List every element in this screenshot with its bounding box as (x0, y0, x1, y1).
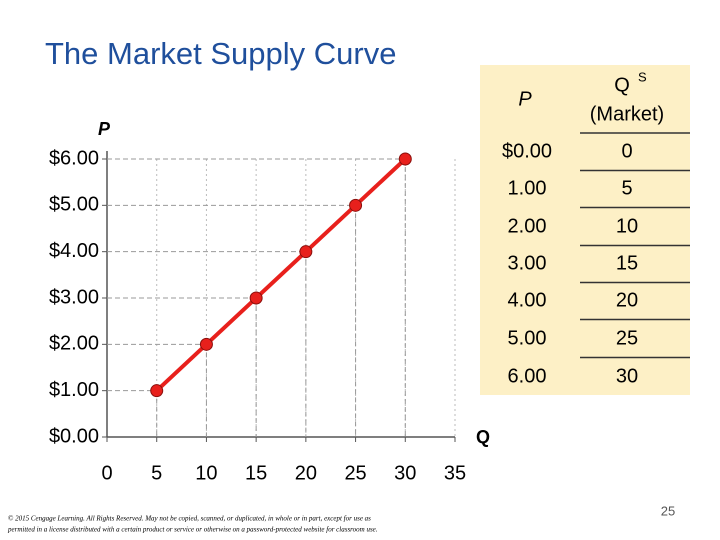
chart-title: The Market Supply Curve (45, 36, 396, 71)
table-cell: 1.00 (508, 177, 547, 199)
x-tick-label: 35 (444, 462, 466, 484)
y-tick-label: $0.00 (49, 425, 99, 447)
table-cell: 30 (616, 365, 638, 387)
table-header: (Market) (590, 103, 664, 125)
table-header: P (518, 88, 532, 110)
x-tick-label: 15 (245, 462, 267, 484)
x-tick-label: 20 (295, 462, 317, 484)
point (249, 291, 263, 305)
y-axis-label: P (98, 119, 111, 139)
point (299, 245, 313, 259)
footer-line: permitted in a license distributed with … (7, 526, 378, 534)
table-cell: 6.00 (508, 365, 547, 387)
table-header-sup: S (638, 69, 647, 84)
x-tick-label: 5 (151, 462, 162, 484)
y-tick-label: $3.00 (49, 286, 99, 308)
footer-line: © 2015 Cengage Learning. All Rights Rese… (8, 515, 371, 523)
supply-line (155, 157, 407, 393)
table-cell: $0.00 (502, 140, 552, 162)
table-background (480, 65, 690, 395)
point (199, 337, 213, 351)
x-tick-label: 30 (394, 462, 416, 484)
x-tick-label: 0 (101, 462, 112, 484)
table-cell: 25 (616, 327, 638, 349)
table-cell: 10 (616, 215, 638, 237)
table-cell: 5 (621, 177, 632, 199)
table-cell: 0 (621, 140, 632, 162)
point (398, 152, 412, 166)
y-tick-label: $2.00 (49, 333, 99, 355)
point (349, 198, 363, 212)
table-cell: 3.00 (508, 252, 547, 274)
y-tick-label: $4.00 (49, 240, 99, 262)
y-tick-label: $1.00 (49, 379, 99, 401)
point (150, 384, 164, 398)
y-tick-label: $5.00 (49, 194, 99, 216)
table-cell: 2.00 (508, 215, 547, 237)
x-axis-label: Q (476, 427, 490, 447)
table-header: Q (614, 74, 630, 96)
table-cell: 20 (616, 289, 638, 311)
x-tick-label: 25 (344, 462, 366, 484)
table-cell: 15 (616, 252, 638, 274)
y-tick-label: $6.00 (49, 147, 99, 169)
page-number: 25 (661, 503, 675, 518)
x-tick-label: 10 (195, 462, 217, 484)
table-cell: 5.00 (508, 327, 547, 349)
table-cell: 4.00 (508, 289, 547, 311)
